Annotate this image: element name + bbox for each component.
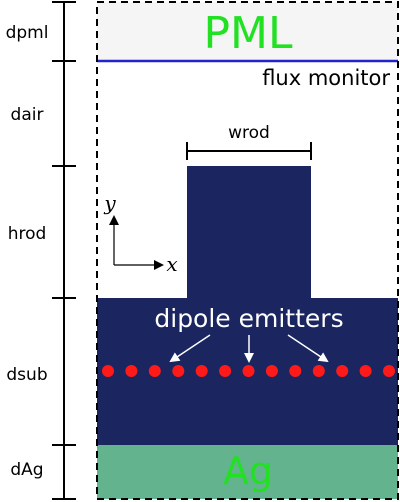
wrod-dimension [186,142,312,160]
dipole [219,365,232,377]
dipole [172,365,185,377]
dipole [359,365,372,377]
dag-label: dAg [10,460,43,480]
dsub-label: dsub [6,365,47,385]
pml-label: PML [203,8,292,59]
flux-monitor-label: flux monitor [262,66,390,90]
y-axis-label: y [103,191,116,215]
hrod-label: hrod [8,224,47,244]
ag-label: Ag [223,449,273,493]
dipole [289,365,302,377]
cell-boundary [96,1,399,500]
dipole [242,365,255,377]
dair-label: dair [11,105,44,125]
ag-region [97,445,398,499]
axes-icon [109,215,164,270]
wrod-label: wrod [228,123,270,143]
dpml-label: dpml [6,23,49,43]
dimension-ruler [52,1,76,500]
pml-region [97,2,398,60]
rod [187,166,311,300]
dipole [383,365,395,377]
dipole-arrows [169,334,329,363]
dipole [148,365,161,377]
dipole [102,365,114,377]
dipole [195,365,208,377]
x-axis-label: x [166,252,177,276]
dipole [336,365,349,377]
dipole [125,365,138,377]
dipole-emitters-label: dipole emitters [154,304,343,333]
dipole [312,365,325,377]
dipole [265,365,278,377]
dipole-row [102,365,395,377]
